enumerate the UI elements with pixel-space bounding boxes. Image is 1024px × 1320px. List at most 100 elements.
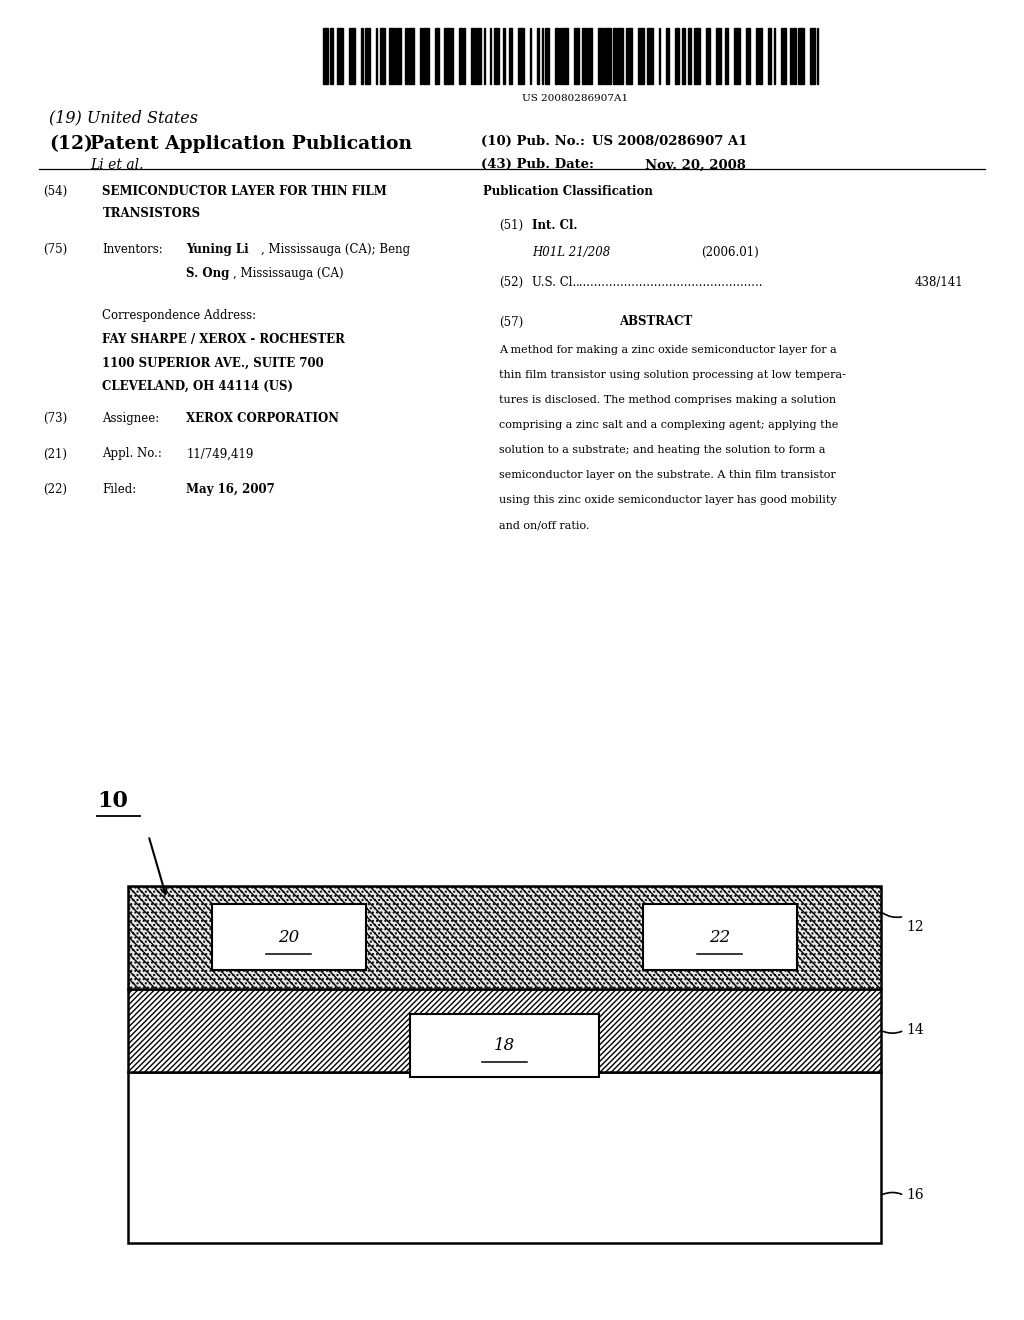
Text: S. Ong: S. Ong <box>186 267 229 280</box>
Text: , Mississauga (CA); Beng: , Mississauga (CA); Beng <box>261 243 411 256</box>
Bar <box>406 28 407 84</box>
Text: (22): (22) <box>43 483 67 496</box>
Bar <box>734 28 740 84</box>
Bar <box>128 886 881 989</box>
Bar <box>376 28 377 84</box>
Bar <box>337 28 343 84</box>
Text: ABSTRACT: ABSTRACT <box>618 315 692 329</box>
Bar <box>605 28 611 84</box>
Bar <box>810 28 815 84</box>
Bar <box>389 28 393 84</box>
Text: Appl. No.:: Appl. No.: <box>102 447 162 461</box>
Bar <box>420 28 422 84</box>
Bar <box>542 28 543 84</box>
Text: Inventors:: Inventors: <box>102 243 163 256</box>
Bar <box>666 28 669 84</box>
Bar <box>562 28 568 84</box>
Bar <box>574 28 579 84</box>
Bar <box>529 28 531 84</box>
Bar <box>128 1072 881 1243</box>
Text: Correspondence Address:: Correspondence Address: <box>102 309 257 322</box>
Bar <box>791 28 792 84</box>
Bar <box>128 886 881 989</box>
Text: 18: 18 <box>494 1036 515 1053</box>
Text: 11/749,419: 11/749,419 <box>186 447 254 461</box>
Bar <box>366 28 370 84</box>
Bar <box>706 28 711 84</box>
Text: US 20080286907A1: US 20080286907A1 <box>522 94 629 103</box>
Text: (51): (51) <box>499 219 523 232</box>
Bar <box>745 28 751 84</box>
Bar <box>444 28 450 84</box>
Bar <box>598 28 604 84</box>
Bar <box>349 28 355 84</box>
Text: (10) Pub. No.:: (10) Pub. No.: <box>481 135 586 148</box>
Bar <box>423 28 429 84</box>
Bar <box>128 989 881 1072</box>
Text: ..................................................: ........................................… <box>575 276 763 289</box>
Bar <box>495 28 499 84</box>
Bar <box>781 28 785 84</box>
Bar <box>409 28 415 84</box>
Text: 14: 14 <box>906 1023 924 1038</box>
Bar <box>716 28 721 84</box>
Bar <box>323 28 329 84</box>
Text: U.S. Cl.: U.S. Cl. <box>532 276 577 289</box>
Bar <box>589 28 592 84</box>
Bar <box>694 28 700 84</box>
Text: 16: 16 <box>906 1188 924 1203</box>
Text: (12): (12) <box>49 135 93 153</box>
Text: Assignee:: Assignee: <box>102 412 160 425</box>
Text: (19) United States: (19) United States <box>49 110 199 127</box>
Bar <box>518 28 524 84</box>
Text: Nov. 20, 2008: Nov. 20, 2008 <box>645 158 746 172</box>
Bar <box>361 28 362 84</box>
Text: and on/off ratio.: and on/off ratio. <box>499 520 589 531</box>
Bar <box>725 28 728 84</box>
Bar <box>395 28 401 84</box>
Text: May 16, 2007: May 16, 2007 <box>186 483 275 496</box>
Text: (21): (21) <box>43 447 67 461</box>
Bar <box>475 28 481 84</box>
Bar <box>471 28 473 84</box>
Text: H01L 21/208: H01L 21/208 <box>532 246 610 259</box>
Bar <box>643 904 797 970</box>
Bar <box>410 1014 599 1077</box>
Text: 438/141: 438/141 <box>914 276 963 289</box>
Bar <box>435 28 439 84</box>
Bar <box>798 28 804 84</box>
Text: (57): (57) <box>499 315 523 329</box>
Text: using this zinc oxide semiconductor layer has good mobility: using this zinc oxide semiconductor laye… <box>499 495 837 506</box>
Bar <box>675 28 679 84</box>
Text: Li et al.: Li et al. <box>90 158 143 173</box>
Bar <box>757 28 758 84</box>
Text: (2006.01): (2006.01) <box>701 246 759 259</box>
Text: FAY SHARPE / XEROX - ROCHESTER: FAY SHARPE / XEROX - ROCHESTER <box>102 333 345 346</box>
Text: 10: 10 <box>97 789 128 812</box>
Text: (54): (54) <box>43 185 68 198</box>
Bar <box>688 28 691 84</box>
Bar <box>484 28 485 84</box>
Text: thin film transistor using solution processing at low tempera-: thin film transistor using solution proc… <box>499 370 846 380</box>
Text: A method for making a zinc oxide semiconductor layer for a: A method for making a zinc oxide semicon… <box>499 345 837 355</box>
Text: (52): (52) <box>499 276 523 289</box>
Bar <box>617 28 623 84</box>
Text: SEMICONDUCTOR LAYER FOR THIN FILM: SEMICONDUCTOR LAYER FOR THIN FILM <box>102 185 387 198</box>
Text: semiconductor layer on the substrate. A thin film transistor: semiconductor layer on the substrate. A … <box>499 470 836 480</box>
Bar <box>459 28 462 84</box>
Bar <box>768 28 771 84</box>
Text: (75): (75) <box>43 243 68 256</box>
Text: US 2008/0286907 A1: US 2008/0286907 A1 <box>592 135 748 148</box>
Bar <box>559 28 561 84</box>
Text: XEROX CORPORATION: XEROX CORPORATION <box>186 412 339 425</box>
Text: Publication Classification: Publication Classification <box>483 185 653 198</box>
Text: Filed:: Filed: <box>102 483 136 496</box>
Text: , Mississauga (CA): , Mississauga (CA) <box>233 267 344 280</box>
Bar <box>509 28 512 84</box>
Bar <box>658 28 660 84</box>
Bar <box>489 28 492 84</box>
Bar <box>503 28 505 84</box>
Bar <box>538 28 539 84</box>
Bar <box>545 28 549 84</box>
Text: 12: 12 <box>906 920 924 935</box>
